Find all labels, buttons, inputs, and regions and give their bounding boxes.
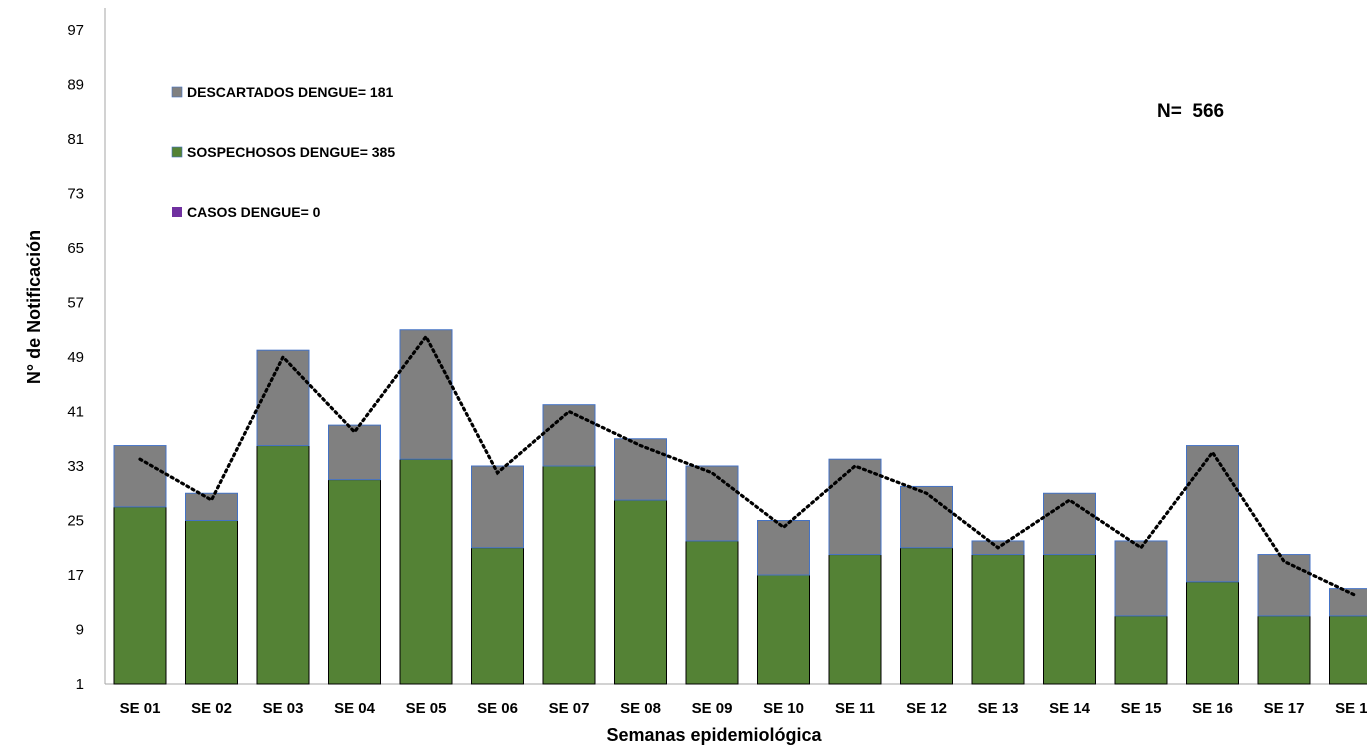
x-tick-label: SE 03 [263,700,304,717]
y-tick-label: 33 [67,458,84,475]
x-tick-label: SE 06 [477,700,518,717]
legend-label-sospechosos: SOSPECHOSOS DENGUE= 385 [187,144,395,160]
bar-descartados [1257,554,1311,617]
bar-descartados [757,520,810,576]
legend: DESCARTADOS DENGUE= 181 SOSPECHOSOS DENG… [171,84,395,220]
bar-descartados [471,465,524,549]
legend-swatch-casos [172,207,182,217]
x-tick-labels: SE 01 SE 02 SE 03 SE 04 SE 05 SE 06 SE 07 SE 08… [120,700,1367,717]
bar-descartados [1186,445,1239,583]
bar-sospechosos [1186,581,1239,685]
x-tick-label: SE 11 [835,700,875,717]
bar-sospechosos [185,520,238,685]
x-tick-label: SE 13 [978,700,1019,717]
bar-sospechosos [1257,615,1311,685]
x-tick-label: SE 17 [1264,700,1305,717]
bar-sospechosos [614,499,667,685]
y-tick-label: 89 [67,77,84,94]
y-axis-title: N° de Notificación [24,230,44,384]
bar-descartados [328,424,381,481]
legend-label-casos: CASOS DENGUE= 0 [187,204,321,220]
bar-descartados [685,465,739,542]
bar-descartados [828,458,882,556]
x-tick-label: SE 09 [692,700,733,717]
x-tick-label: SE 01 [120,700,161,717]
x-tick-label: SE 16 [1192,700,1233,717]
bar-sospechosos [1043,554,1096,685]
bar-descartados [1114,540,1168,617]
y-tick-label: 17 [67,567,84,584]
bar-descartados [399,329,453,460]
x-tick-label: SE 15 [1121,700,1162,717]
y-tick-labels: 1 9 17 25 33 41 49 57 65 73 81 89 97 [67,22,84,693]
y-tick-label: 97 [67,22,84,39]
y-tick-label: 1 [76,676,84,693]
x-tick-label: SE 12 [906,700,947,717]
bar-sospechosos [113,506,167,685]
x-tick-label: SE 05 [406,700,447,717]
bar-sospechosos [399,458,453,685]
x-tick-label: SE 14 [1049,700,1091,717]
x-tick-label: SE 18 [1335,700,1367,717]
bar-sospechosos [900,547,953,685]
total-annotation: N= 566 [1157,101,1224,122]
bar-descartados [1043,492,1096,556]
bar-sospechosos [685,540,739,685]
y-tick-label: 25 [67,513,84,530]
bar-sospechosos [1329,615,1367,685]
bar-sospechosos [328,479,381,685]
bar-sospechosos [542,465,596,685]
y-tick-label: 81 [67,131,84,148]
bar-sospechosos [1114,615,1168,685]
bar-sospechosos [471,547,524,685]
y-tick-label: 9 [76,622,84,639]
legend-label-descartados: DESCARTADOS DENGUE= 181 [187,84,394,100]
bar-sospechosos [256,445,310,685]
bar-sospechosos [757,574,810,685]
y-tick-label: 57 [67,295,84,312]
bar-descartados [900,485,953,549]
bar-descartados [614,438,667,501]
x-tick-label: SE 10 [763,700,804,717]
bar-descartados [542,404,596,467]
y-tick-label: 65 [67,240,84,257]
x-axis-title: Semanas epidemiológica [606,725,822,745]
legend-swatch-sospechosos [171,146,183,158]
bars [113,329,1367,685]
y-tick-label: 49 [67,349,84,366]
y-tick-label: 41 [67,404,84,421]
y-tick-label: 73 [67,186,84,203]
trendline [138,333,1358,598]
bar-descartados [113,445,167,508]
bar-descartados [256,349,310,447]
trendline-path [138,333,1358,598]
x-tick-label: SE 04 [334,700,376,717]
legend-swatch-descartados [171,86,183,98]
x-tick-label: SE 02 [191,700,232,717]
bar-sospechosos [971,554,1025,685]
bar-sospechosos [828,554,882,685]
x-tick-label: SE 08 [620,700,661,717]
x-tick-label: SE 07 [549,700,590,717]
